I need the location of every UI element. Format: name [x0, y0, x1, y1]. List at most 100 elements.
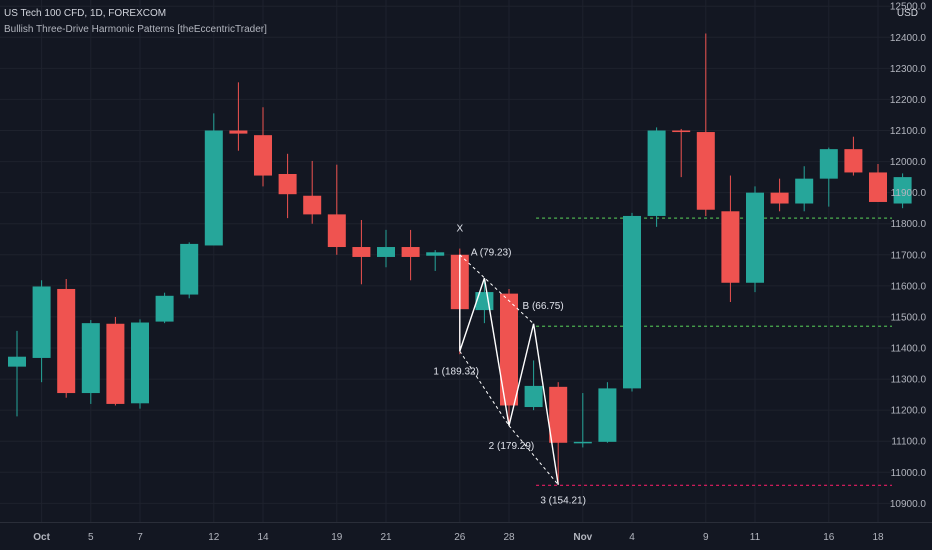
candle: [254, 107, 272, 187]
candle-body: [303, 195, 322, 215]
candle-body: [819, 149, 838, 179]
currency-label: USD: [896, 8, 918, 19]
pattern-label: A (79.23): [471, 247, 512, 258]
pattern-dashed-line: [508, 425, 559, 486]
candle: [8, 330, 26, 417]
date-tick-label: 5: [88, 532, 94, 543]
candle-body: [106, 323, 125, 404]
candle: [844, 136, 863, 176]
pattern-label: B (66.75): [523, 301, 564, 312]
candle: [204, 113, 223, 246]
price-tick-label: 11800.0: [891, 219, 927, 230]
candle: [573, 393, 592, 448]
price-tick-label: 11200.0: [891, 406, 927, 417]
candle: [672, 128, 691, 178]
pattern-label: 3 (154.21): [540, 495, 586, 506]
candle-body: [8, 356, 26, 367]
candle: [549, 382, 568, 485]
pattern-dashed-line: [459, 254, 534, 325]
candle: [426, 250, 445, 271]
candle-body: [549, 386, 568, 443]
candle-body: [426, 252, 445, 256]
pattern-dashed-line: [459, 350, 510, 426]
candle-body: [573, 441, 592, 444]
candle-body: [401, 247, 420, 257]
candle-body: [721, 211, 740, 283]
candle-body: [131, 322, 149, 404]
candle-body: [278, 174, 297, 195]
date-tick-label: 14: [257, 532, 269, 543]
date-tick-label: 12: [208, 532, 220, 543]
candle-body: [327, 214, 346, 248]
indicator-name[interactable]: Bullish Three-Drive Harmonic Patterns [t…: [4, 24, 267, 35]
candle-body: [229, 130, 248, 134]
price-tick-label: 12400.0: [890, 33, 927, 44]
candle: [377, 229, 395, 268]
candle-body: [57, 288, 76, 394]
price-tick-label: 10900.0: [890, 499, 927, 510]
candle: [303, 160, 322, 224]
date-tick-label: 7: [137, 532, 143, 543]
date-tick-label: 21: [380, 532, 392, 543]
date-tick-label: Oct: [33, 532, 50, 543]
candle-body: [204, 130, 223, 246]
pattern-label: 2 (179.29): [489, 441, 535, 452]
date-tick-label: 16: [823, 532, 835, 543]
candle: [180, 242, 199, 299]
candle-body: [32, 286, 51, 358]
price-tick-label: 11900.0: [891, 188, 927, 199]
grid: [0, 0, 932, 523]
price-tick-label: 11700.0: [891, 250, 927, 261]
candle-body: [81, 323, 100, 394]
chart-title[interactable]: US Tech 100 CFD, 1D, FOREXCOM: [4, 8, 167, 19]
date-tick-label: 26: [454, 532, 466, 543]
price-tick-label: 11500.0: [891, 312, 927, 323]
candle-body: [844, 149, 863, 173]
candle: [352, 219, 371, 285]
price-tick-label: 11000.0: [891, 468, 927, 479]
candle-body: [795, 178, 814, 204]
candle: [819, 147, 838, 207]
candle: [746, 186, 764, 293]
candle: [327, 164, 346, 255]
candle-body: [377, 247, 395, 257]
candle: [155, 292, 174, 324]
candle: [81, 320, 100, 404]
candle: [229, 82, 248, 151]
candle: [278, 153, 297, 219]
price-tick-label: 12200.0: [890, 95, 927, 106]
candle-body: [500, 293, 518, 406]
price-tick-label: 11100.0: [891, 437, 926, 448]
price-axis[interactable]: 12500.0 12400.0 12300.0 12200.0 12100.0 12000…: [890, 2, 927, 510]
candle: [598, 382, 617, 443]
time-axis[interactable]: Oct 5 7 12 14 19 21 26 28 Nov 4 9 11 16 18: [33, 532, 884, 543]
price-tick-label: 12300.0: [890, 64, 927, 75]
candle: [795, 166, 814, 212]
candle-body: [254, 135, 272, 176]
candle-body: [746, 192, 764, 283]
candle-body: [352, 247, 371, 257]
level-lines: [536, 217, 892, 486]
price-tick-label: 11300.0: [891, 375, 927, 386]
date-tick-label: 4: [629, 532, 635, 543]
candle: [647, 127, 666, 227]
pattern-line: [459, 254, 559, 485]
candles: [8, 33, 912, 485]
candle: [106, 316, 125, 406]
candle-body: [524, 385, 543, 408]
candle-body: [893, 177, 912, 204]
candle: [32, 280, 51, 383]
candle: [696, 33, 715, 216]
candle: [623, 212, 641, 392]
candle: [57, 279, 76, 398]
candle-body: [770, 192, 789, 204]
candle-body: [623, 215, 641, 389]
date-tick-label: 18: [872, 532, 884, 543]
candle: [721, 175, 740, 303]
candle-body: [598, 388, 617, 442]
date-tick-label: 28: [503, 532, 515, 543]
candle: [893, 173, 912, 209]
candle: [869, 164, 887, 202]
price-tick-label: 11600.0: [891, 281, 927, 292]
